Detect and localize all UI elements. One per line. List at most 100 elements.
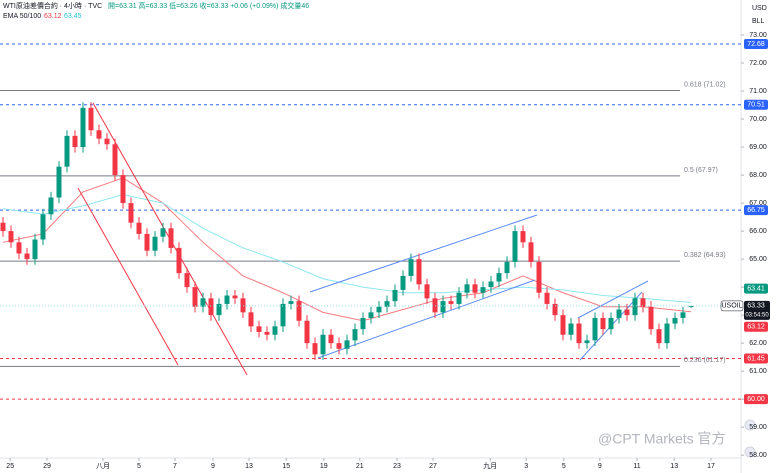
y-tick-label: 69.00: [749, 144, 767, 151]
candle-body: [24, 253, 30, 260]
flag-icon: [744, 446, 756, 458]
trend-line: [309, 214, 538, 293]
price-tag-label: 63.33: [747, 303, 765, 310]
x-tick-label: 3: [524, 463, 528, 470]
symbol-tag: [720, 300, 744, 312]
price-tag-label: 61.45: [747, 355, 765, 362]
x-tick-label: 5: [562, 463, 566, 470]
candle-body: [544, 292, 550, 304]
candle-body: [264, 331, 270, 335]
price-tag-label: 70.51: [747, 102, 765, 109]
trend-line: [317, 279, 536, 359]
indicator-value: 63.12: [44, 13, 62, 20]
candle-body: [608, 317, 614, 330]
candle-body: [672, 317, 678, 324]
x-tick-label: 9: [598, 463, 602, 470]
candle-body: [464, 284, 470, 293]
candle-body: [128, 203, 134, 223]
trend-line: [577, 280, 649, 319]
candle-body: [104, 138, 110, 145]
candle-body: [232, 295, 238, 299]
candle-body: [144, 233, 150, 251]
price-tag: [744, 99, 768, 110]
candle-body: [288, 301, 294, 304]
x-tick-label: 九月: [483, 461, 497, 470]
candle-body: [648, 306, 654, 330]
x-tick-label: 19: [320, 463, 328, 470]
candle-body: [624, 309, 630, 316]
price-tag: [744, 394, 768, 405]
candle-body: [16, 242, 22, 254]
candle-body: [176, 247, 182, 274]
candle-body: [40, 214, 46, 240]
symbol-tag-label: USOIL: [721, 303, 742, 310]
candle-body: [384, 301, 390, 307]
candle-body: [328, 334, 334, 344]
candle-body: [320, 334, 326, 355]
trend-line: [77, 187, 179, 366]
candle-body: [448, 301, 454, 304]
candle-body: [96, 130, 102, 139]
candle-body: [368, 312, 374, 318]
candle-body: [432, 298, 438, 313]
flag-icon: [744, 419, 756, 431]
candle-body: [312, 343, 318, 355]
candle-body: [152, 236, 158, 251]
candle-body: [680, 312, 686, 318]
candle-body: [88, 107, 94, 131]
candle-body: [376, 306, 382, 313]
candle-body: [552, 303, 558, 316]
y-tick-label: 59.00: [749, 424, 767, 431]
candle-body: [56, 166, 62, 198]
candle-body: [272, 326, 278, 335]
candle-body: [392, 289, 398, 302]
y-tick-label: 58.00: [749, 452, 767, 459]
candle-body: [504, 261, 510, 274]
candle-body: [568, 323, 574, 335]
candle-body: [472, 284, 478, 293]
candle-body: [512, 231, 518, 262]
x-tick-label: 13: [670, 463, 678, 470]
y-tick-label: 61.00: [749, 368, 767, 375]
fib-label: 0.618 (71.02): [684, 81, 726, 88]
candle-body: [280, 303, 286, 327]
x-tick-label: 27: [429, 463, 437, 470]
x-tick-label: 5: [137, 463, 141, 470]
axis-unit: BLL: [752, 18, 765, 25]
chart-title: WTI原油差價合約 · 4小時 · TVC: [3, 1, 102, 10]
x-tick-label: 八月: [96, 462, 110, 470]
candle-body: [632, 298, 638, 316]
channel-drawing: [309, 214, 649, 361]
price-tag: [744, 300, 770, 320]
fib-label: 0.382 (64.93): [684, 252, 726, 259]
candle-body: [488, 281, 494, 288]
candle-body: [576, 323, 582, 344]
x-tick-label: 23: [393, 463, 401, 470]
candle-body: [480, 287, 486, 293]
y-tick-label: 65.00: [749, 256, 767, 263]
candle-body: [360, 317, 366, 330]
candle-body: [240, 298, 246, 313]
ema-line: [2, 177, 692, 322]
fib-label: 0.5 (67.97): [684, 167, 718, 174]
x-tick-label: 25: [6, 463, 14, 470]
candle-body: [592, 317, 598, 341]
candle-body: [688, 305, 694, 307]
candle-body: [456, 292, 462, 304]
candle-body: [160, 228, 166, 237]
candle-body: [560, 315, 566, 335]
x-tick-label: 29: [43, 463, 51, 470]
price-tag: [744, 353, 768, 364]
x-tick-label: 21: [356, 463, 364, 470]
x-tick-label: 7: [173, 463, 177, 470]
candle-body: [0, 222, 6, 232]
candle-body: [256, 326, 262, 332]
y-tick-label: 73.00: [749, 32, 767, 39]
candle-body: [80, 107, 86, 148]
candle-body: [168, 228, 174, 248]
x-tick-label: 11: [633, 463, 640, 470]
axis-unit: USD: [752, 5, 767, 12]
candle-body: [32, 239, 38, 260]
